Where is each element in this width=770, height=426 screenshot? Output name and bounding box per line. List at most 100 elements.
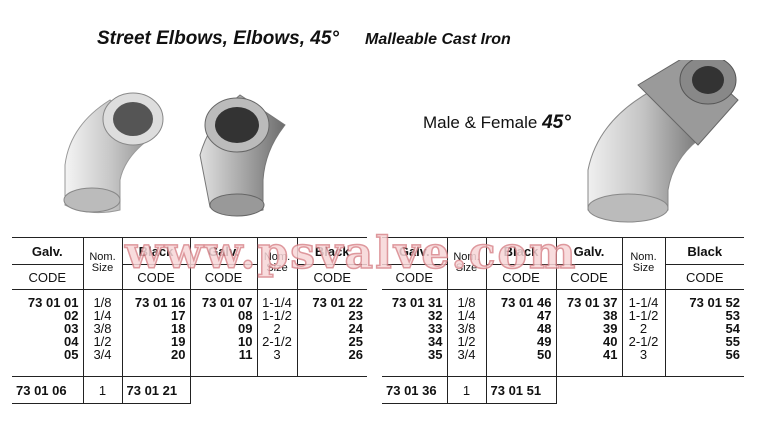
header-code: CODE [189, 264, 257, 290]
header-galv: Galv. [555, 237, 622, 265]
code-column: 73 01 37 38 39 40 41 [555, 289, 622, 377]
code-cell: 41 [603, 347, 618, 362]
size-cell: 2-1/2 [262, 334, 292, 349]
code-cell: 33 [428, 321, 443, 336]
code-cell: 08 [238, 308, 253, 323]
code-column: 73 01 31 32 33 34 35 [382, 289, 447, 377]
size-cell: 3/4 [457, 347, 476, 362]
size-cell: 2 [273, 321, 281, 336]
header-galv: Galv. [382, 237, 447, 265]
street-elbow-image [587, 60, 739, 223]
code-column: 73 01 52 53 54 55 56 [664, 289, 744, 377]
code-column: 73 01 16 17 18 19 20 [121, 289, 190, 377]
header-code: CODE [664, 264, 744, 290]
size-cell: 3/8 [457, 321, 476, 336]
code-cell: 18 [171, 321, 186, 336]
code-cell: 56 [725, 347, 740, 362]
code-cell: 40 [603, 334, 618, 349]
size-cell: 1 [446, 376, 486, 404]
code-cell: 23 [348, 308, 363, 323]
code-cell: 73 01 46 [500, 295, 552, 310]
size-cell: 2 [639, 321, 648, 336]
code-cell: 55 [725, 334, 740, 349]
code-cell: 05 [64, 347, 79, 362]
header-black: Black [485, 237, 556, 265]
code-column: 1/8 1/4 3/8 1/2 3/4 [446, 289, 486, 377]
code-cell: 09 [238, 321, 253, 336]
code-cell: 53 [725, 308, 740, 323]
size-cell: 1-1/2 [628, 308, 659, 323]
code-column: 73 01 07 08 09 10 11 [189, 289, 257, 377]
code-cell: 47 [537, 308, 552, 323]
header-code: CODE [485, 264, 556, 290]
code-column: 1-1/4 1-1/2 2 2-1/2 3 [256, 289, 297, 377]
header-galv: Galv. [189, 237, 257, 265]
code-cell: 73 01 06 [12, 376, 83, 404]
code-cell: 49 [537, 334, 552, 349]
size-cell: 3/8 [93, 321, 112, 336]
size-cell: 2-1/2 [628, 334, 659, 349]
code-cell: 03 [64, 321, 79, 336]
size-cell: 3 [639, 347, 648, 362]
code-cell: 73 01 21 [121, 376, 190, 404]
header-black: Black [296, 237, 367, 265]
header-nom-size: Nom. Size [256, 237, 297, 290]
code-cell: 73 01 16 [134, 295, 186, 310]
header-code: CODE [555, 264, 622, 290]
header-code: CODE [382, 264, 447, 290]
header-black: Black [121, 237, 190, 265]
size-cell: 1-1/4 [262, 295, 292, 310]
code-cell: 34 [428, 334, 443, 349]
header-code: CODE [121, 264, 190, 290]
material-label: Malleable Cast Iron [365, 31, 511, 48]
empty-cell [189, 376, 367, 404]
code-cell: 10 [238, 334, 253, 349]
code-cell: 25 [348, 334, 363, 349]
page-title: Street Elbows, Elbows, 45° Malleable Cast… [97, 28, 511, 50]
header-code: CODE [296, 264, 367, 290]
size-cell: 1/4 [457, 308, 476, 323]
size-cell: 1/8 [457, 295, 476, 310]
code-cell: 35 [428, 347, 443, 362]
black-elbow-image [199, 94, 286, 217]
subtitle-angle: 45° [542, 112, 571, 133]
code-table-2: Galv. Nom. Size Black Galv. Nom. Size Black C… [382, 237, 744, 404]
code-cell: 20 [171, 347, 186, 362]
code-cell: 73 01 01 [27, 295, 79, 310]
code-cell: 73 01 22 [312, 295, 363, 310]
code-cell: 02 [64, 308, 79, 323]
header-nom-size: Nom. Size [621, 237, 665, 290]
header-galv: Galv. [12, 237, 83, 265]
code-cell: 04 [64, 334, 79, 349]
code-table-1: Galv. Nom. Size Black Galv. Nom. Size Black C… [12, 237, 367, 404]
code-column: 73 01 01 02 03 04 05 [12, 289, 83, 377]
code-cell: 19 [171, 334, 186, 349]
size-cell: 1-1/4 [628, 295, 659, 310]
galvanized-elbow-image [63, 92, 164, 214]
header-nom-size: Nom. Size [446, 237, 486, 290]
code-cell: 73 01 31 [391, 295, 443, 310]
subtitle: Male & Female 45° [423, 112, 571, 134]
code-cell: 17 [171, 308, 186, 323]
watermark: www.psvalve.com [124, 227, 578, 280]
size-cell: 1-1/2 [262, 308, 292, 323]
code-cell: 24 [348, 321, 363, 336]
header-code: CODE [12, 264, 83, 290]
empty-cell [555, 376, 744, 404]
subtitle-text: Male & Female [423, 113, 538, 132]
code-cell: 32 [428, 308, 443, 323]
size-cell: 3/4 [93, 347, 112, 362]
code-column: 1/8 1/4 3/8 1/2 3/4 [82, 289, 122, 377]
code-cell: 26 [348, 347, 363, 362]
code-column: 73 01 46 47 48 49 50 [485, 289, 556, 377]
code-column: 73 01 22 23 24 25 26 [296, 289, 367, 377]
code-cell: 73 01 36 [382, 376, 447, 404]
header-black: Black [664, 237, 744, 265]
code-cell: 73 01 37 [566, 295, 618, 310]
code-cell: 73 01 07 [201, 295, 253, 310]
code-cell: 73 01 52 [689, 295, 740, 310]
header-nom-size: Nom. Size [82, 237, 122, 290]
size-cell: 1/2 [457, 334, 476, 349]
code-cell: 39 [603, 321, 618, 336]
title-text: Street Elbows, Elbows, 45° [97, 28, 339, 49]
